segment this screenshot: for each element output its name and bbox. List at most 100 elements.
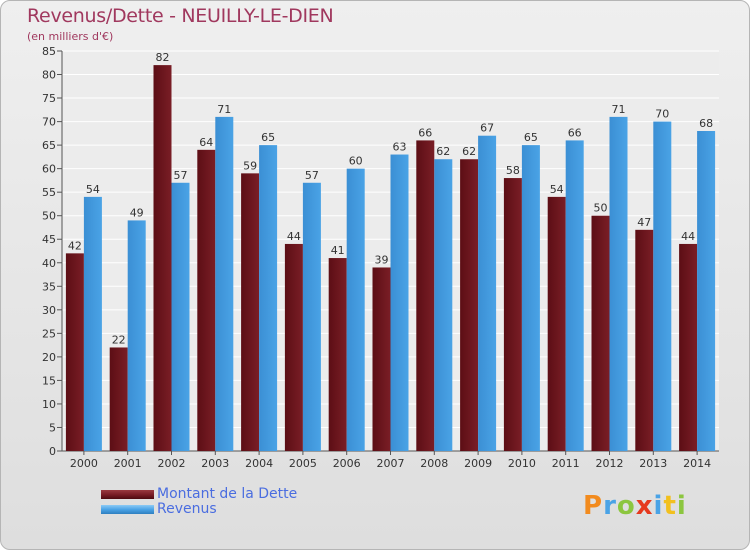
data-label-debt: 42	[68, 239, 82, 252]
y-tick-label: 65	[42, 139, 56, 152]
data-label-revenue: 60	[349, 155, 363, 168]
bar-debt	[635, 229, 654, 451]
data-label-revenue: 71	[612, 103, 626, 116]
data-label-revenue: 49	[130, 206, 144, 219]
bar-revenue	[302, 182, 321, 451]
y-tick-label: 10	[42, 398, 56, 411]
data-label-debt: 41	[331, 244, 345, 257]
x-tick-label: 2004	[245, 457, 273, 470]
x-tick-label: 2005	[289, 457, 317, 470]
data-label-revenue: 62	[436, 145, 450, 158]
logo-letter: r	[603, 491, 617, 521]
y-tick-label: 15	[42, 374, 56, 387]
bar-revenue	[565, 140, 584, 452]
x-tick-label: 2007	[377, 457, 405, 470]
legend-swatch-revenue	[101, 505, 154, 514]
data-label-revenue: 67	[480, 122, 494, 135]
logo-letter: i	[676, 491, 687, 521]
legend-label-revenue: Revenus	[157, 501, 217, 517]
legend-item-revenue: Revenus	[101, 502, 297, 517]
data-label-revenue: 65	[524, 131, 538, 144]
bar-debt	[153, 65, 172, 451]
y-tick-label: 50	[42, 210, 56, 223]
logo-letter: o	[616, 491, 636, 521]
x-tick-label: 2012	[596, 457, 624, 470]
data-label-debt: 39	[375, 253, 389, 266]
data-label-debt: 58	[506, 164, 520, 177]
data-label-debt: 66	[418, 126, 432, 139]
x-tick-label: 2003	[201, 457, 229, 470]
bar-revenue	[127, 220, 146, 451]
x-tick-label: 2000	[70, 457, 98, 470]
y-tick-label: 40	[42, 257, 56, 270]
x-tick-label: 2002	[158, 457, 186, 470]
chart-title: Revenus/Dette - NEUILLY-LE-DIEN	[27, 5, 334, 27]
x-tick-label: 2001	[114, 457, 142, 470]
bar-revenue	[434, 159, 453, 451]
bar-revenue	[609, 116, 628, 451]
x-tick-label: 2010	[508, 457, 536, 470]
logo-letter: x	[635, 491, 654, 521]
data-label-debt: 62	[462, 145, 476, 158]
bar-debt	[416, 140, 435, 452]
data-label-debt: 59	[243, 159, 257, 172]
y-tick-label: 80	[42, 69, 56, 82]
bar-revenue	[215, 116, 234, 451]
data-label-debt: 44	[287, 230, 301, 243]
bar-debt	[547, 196, 566, 451]
y-tick-label: 35	[42, 280, 56, 293]
data-label-revenue: 54	[86, 183, 100, 196]
bar-revenue	[259, 145, 278, 451]
data-label-debt: 64	[199, 136, 213, 149]
bar-debt	[197, 149, 216, 451]
y-tick-label: 25	[42, 327, 56, 340]
bar-revenue	[346, 168, 365, 451]
y-tick-label: 55	[42, 186, 56, 199]
bar-debt	[591, 215, 610, 451]
data-label-revenue: 65	[261, 131, 275, 144]
bar-debt	[372, 267, 391, 451]
y-tick-label: 60	[42, 163, 56, 176]
bar-debt	[109, 347, 128, 451]
bar-revenue	[697, 131, 716, 451]
bar-debt	[503, 178, 522, 451]
x-tick-label: 2013	[639, 457, 667, 470]
bar-revenue	[83, 196, 102, 451]
y-tick-label: 85	[42, 45, 56, 58]
chart-subtitle: (en milliers d'€)	[27, 30, 114, 43]
data-label-debt: 22	[112, 333, 126, 346]
data-label-debt: 82	[156, 51, 170, 64]
legend: Montant de la Dette Revenus	[101, 487, 297, 517]
x-tick-label: 2006	[333, 457, 361, 470]
bar-revenue	[653, 121, 672, 452]
bar-revenue	[521, 145, 540, 451]
data-label-revenue: 63	[393, 141, 407, 154]
y-tick-label: 30	[42, 304, 56, 317]
data-label-debt: 54	[550, 183, 564, 196]
bar-revenue	[171, 182, 190, 451]
x-tick-label: 2009	[464, 457, 492, 470]
data-label-debt: 47	[637, 216, 651, 229]
bar-revenue	[478, 135, 497, 452]
bar-debt	[328, 258, 347, 451]
y-tick-label: 5	[49, 421, 56, 434]
data-label-revenue: 57	[305, 169, 319, 182]
y-tick-label: 75	[42, 92, 56, 105]
x-tick-label: 2014	[683, 457, 711, 470]
data-label-debt: 44	[681, 230, 695, 243]
proxiti-logo: Proxiti	[583, 491, 687, 521]
legend-label-debt: Montant de la Dette	[157, 486, 298, 502]
logo-letter: i	[653, 491, 664, 521]
y-tick-label: 70	[42, 116, 56, 129]
data-label-revenue: 57	[174, 169, 188, 182]
x-tick-label: 2011	[552, 457, 580, 470]
bar-debt	[65, 253, 84, 451]
legend-item-debt: Montant de la Dette	[101, 487, 297, 502]
data-label-revenue: 70	[655, 108, 669, 121]
bar-debt	[460, 159, 479, 451]
y-tick-label: 45	[42, 233, 56, 246]
data-label-revenue: 66	[568, 126, 582, 139]
y-tick-label: 0	[49, 445, 56, 458]
